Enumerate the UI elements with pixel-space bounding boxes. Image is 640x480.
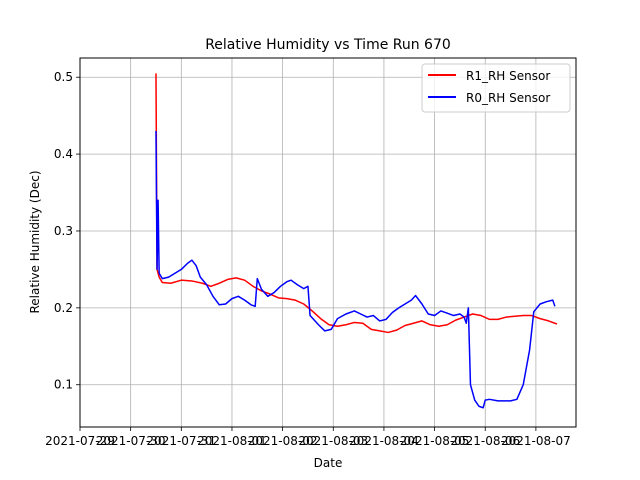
x-tick-label: 2021-07-29 — [45, 434, 115, 448]
x-tick-label: 2021-07-30 — [96, 434, 166, 448]
legend-label-r1: R1_RH Sensor — [466, 69, 550, 83]
x-tick-label: 2021-08-02 — [248, 434, 318, 448]
legend: R1_RH Sensor R0_RH Sensor — [421, 63, 571, 113]
x-tick-label: 2021-08-07 — [501, 434, 571, 448]
y-axis-label: Relative Humidity (Dec) — [28, 170, 42, 313]
series-line-r1-rh — [155, 73, 558, 334]
x-tick-label: 2021-08-06 — [450, 434, 520, 448]
series-lines — [155, 73, 558, 409]
y-tick-label: 0.1 — [54, 378, 73, 392]
x-tick-label: 2021-08-03 — [298, 434, 368, 448]
plot-frame — [79, 57, 577, 428]
legend-box — [421, 63, 571, 113]
series-line-r0-rh — [155, 131, 556, 409]
x-tick-label: 2021-08-04 — [349, 434, 419, 448]
x-tick-label: 2021-08-05 — [400, 434, 470, 448]
chart-title: Relative Humidity vs Time Run 670 — [205, 37, 451, 53]
y-tick-label: 0.3 — [54, 224, 73, 238]
y-tick-label: 0.5 — [54, 70, 73, 84]
grid-lines — [79, 58, 576, 427]
y-tick-label: 0.2 — [54, 301, 73, 315]
x-tick-label: 2021-07-31 — [146, 434, 216, 448]
y-axis-ticks: 0.1 0.2 0.3 0.4 0.5 — [54, 70, 80, 392]
y-tick-label: 0.4 — [54, 147, 73, 161]
x-axis-label: Date — [314, 456, 343, 470]
x-tick-label: 2021-08-01 — [197, 434, 267, 448]
x-axis-ticks: 2021-07-292021-07-302021-07-312021-08-01… — [45, 427, 571, 448]
legend-label-r0: R0_RH Sensor — [466, 91, 550, 105]
